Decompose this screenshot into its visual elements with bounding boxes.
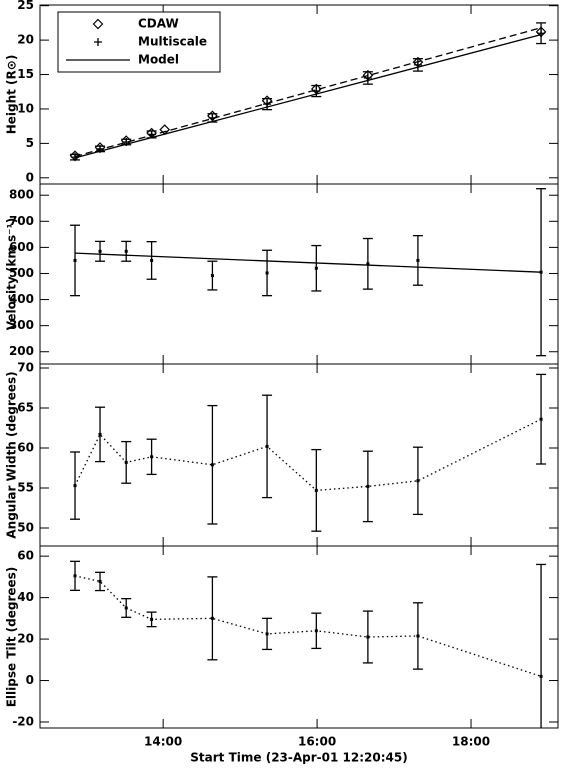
marker	[98, 432, 102, 436]
marker	[150, 258, 154, 262]
y-tick-label: 60	[17, 549, 34, 563]
y-tick-label: -20	[12, 714, 34, 728]
marker	[265, 271, 269, 275]
y-tick-label: 700	[9, 214, 34, 228]
legend-label: CDAW	[138, 17, 179, 31]
series-line	[74, 33, 542, 159]
marker	[366, 635, 370, 639]
marker	[314, 488, 318, 492]
marker	[366, 262, 370, 266]
series-line	[74, 575, 542, 678]
marker	[366, 484, 370, 488]
marker	[210, 463, 214, 467]
y-axis-label: Angular Width (degrees)	[5, 371, 19, 538]
panel	[70, 188, 547, 357]
y-tick-label: 40	[17, 590, 34, 604]
panel	[70, 373, 547, 532]
marker	[539, 674, 543, 678]
marker	[98, 249, 102, 253]
marker	[416, 258, 420, 262]
marker	[98, 579, 102, 583]
y-axis-label: Height (R⊙)	[5, 55, 19, 135]
y-tick-label: 500	[9, 266, 34, 280]
y-tick-label: 50	[17, 521, 34, 535]
marker	[150, 617, 154, 621]
legend-label: Model	[138, 53, 179, 67]
y-tick-label: 5	[26, 136, 34, 150]
legend-marker	[92, 18, 104, 30]
y-tick-label: 15	[17, 67, 34, 81]
y-tick-label: 0	[26, 673, 34, 687]
y-tick-label: 65	[17, 401, 34, 415]
marker	[124, 249, 128, 253]
y-tick-label: 600	[9, 240, 34, 254]
marker	[314, 266, 318, 270]
marker	[537, 29, 546, 38]
x-tick-label: 16:00	[298, 735, 336, 749]
plot-frame	[39, 363, 559, 547]
marker	[265, 444, 269, 448]
y-tick-label: 70	[17, 361, 34, 375]
marker	[73, 484, 77, 488]
y-tick-label: 400	[9, 292, 34, 306]
marker	[265, 632, 269, 636]
y-tick-label: 200	[9, 344, 34, 358]
y-tick-label: 60	[17, 441, 34, 455]
y-tick-label: 20	[17, 33, 34, 47]
y-tick-label: 300	[9, 318, 34, 332]
legend-box	[57, 11, 221, 73]
marker	[73, 258, 77, 262]
series-line	[74, 418, 542, 492]
y-tick-label: 20	[17, 632, 34, 646]
y-axis-label: Ellipse Tilt (degrees)	[5, 567, 19, 708]
marker	[124, 606, 128, 610]
y-tick-label: 25	[17, 0, 34, 12]
x-axis-label: Start Time (23-Apr-01 12:20:45)	[190, 751, 407, 765]
marker	[416, 634, 420, 638]
marker	[539, 417, 543, 421]
marker	[416, 479, 420, 483]
x-tick-label: 14:00	[144, 735, 182, 749]
x-tick-label: 18:00	[452, 735, 490, 749]
legend-marker	[94, 38, 102, 46]
panel	[69, 22, 547, 162]
y-tick-label: 55	[17, 481, 34, 495]
series-line	[74, 252, 542, 273]
marker	[314, 629, 318, 633]
plot-frame	[39, 545, 559, 729]
series-line	[74, 27, 542, 158]
y-tick-label: 10	[17, 101, 34, 115]
y-tick-label: 0	[26, 170, 34, 184]
y-tick-label: 800	[9, 188, 34, 202]
marker	[73, 574, 77, 578]
plot-frame	[39, 183, 559, 365]
legend-label: Multiscale	[138, 35, 207, 49]
marker	[150, 455, 154, 459]
marker	[210, 274, 214, 278]
panel	[70, 560, 547, 728]
y-axis-label: Velocity (km s⁻¹)	[5, 218, 19, 330]
marker	[210, 616, 214, 620]
marker	[124, 460, 128, 464]
